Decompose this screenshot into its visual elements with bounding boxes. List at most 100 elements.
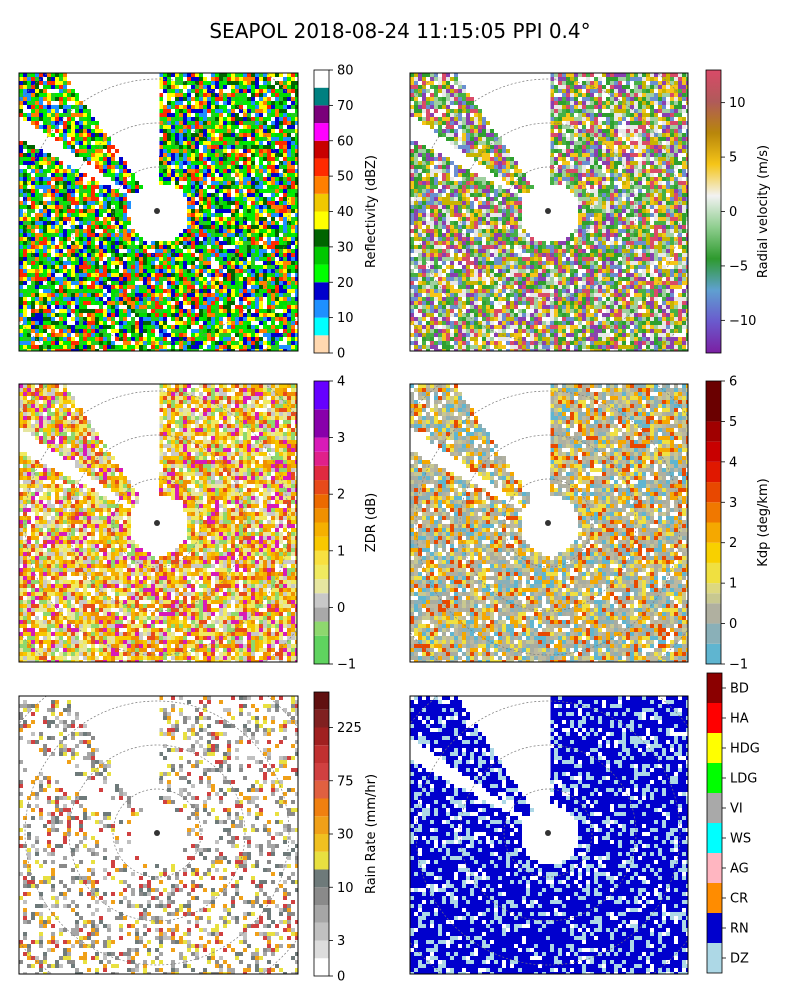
echo-cell <box>187 73 191 77</box>
echo-cell <box>179 309 183 313</box>
echo-cell <box>207 85 211 89</box>
echo-cell <box>183 169 187 173</box>
echo-cell <box>594 161 598 165</box>
echo-cell <box>71 145 75 149</box>
echo-cell <box>566 105 570 109</box>
echo-cell <box>279 249 283 253</box>
echo-cell <box>127 325 131 329</box>
echo-cell <box>283 93 287 97</box>
echo-cell <box>227 81 231 85</box>
echo-cell <box>271 257 275 261</box>
echo-cell <box>239 329 243 333</box>
echo-cell <box>422 117 426 121</box>
echo-cell <box>235 189 239 193</box>
echo-cell <box>143 305 147 309</box>
echo-cell <box>59 277 63 281</box>
echo-cell <box>31 117 35 121</box>
echo-cell <box>191 281 195 285</box>
echo-cell <box>67 329 71 333</box>
echo-cell <box>558 153 562 157</box>
echo-cell <box>219 165 223 169</box>
echo-cell <box>219 153 223 157</box>
echo-cell <box>211 297 215 301</box>
echo-cell <box>442 105 446 109</box>
echo-cell <box>95 249 99 253</box>
echo-cell <box>215 333 219 337</box>
echo-cell <box>195 125 199 129</box>
echo-cell <box>39 173 43 177</box>
echo-cell <box>614 129 618 133</box>
echo-cell <box>267 157 271 161</box>
echo-cell <box>259 317 263 321</box>
echo-cell <box>231 117 235 121</box>
echo-cell <box>99 253 103 257</box>
echo-cell <box>498 165 502 169</box>
echo-cell <box>418 117 422 121</box>
echo-cell <box>251 145 255 149</box>
echo-cell <box>674 113 678 117</box>
echo-cell <box>35 281 39 285</box>
echo-cell <box>215 197 219 201</box>
echo-cell <box>71 121 75 125</box>
echo-cell <box>71 269 75 273</box>
echo-cell <box>31 101 35 105</box>
echo-cell <box>63 349 67 351</box>
echo-cell <box>115 161 119 165</box>
echo-cell <box>127 189 131 193</box>
echo-cell <box>275 325 279 329</box>
echo-cell <box>426 109 430 113</box>
echo-cell <box>414 85 418 89</box>
echo-cell <box>167 109 171 113</box>
echo-cell <box>79 177 83 181</box>
echo-cell <box>219 317 223 321</box>
echo-cell <box>99 133 103 137</box>
echo-cell <box>223 205 227 209</box>
echo-cell <box>622 89 626 93</box>
echo-cell <box>207 173 211 177</box>
echo-cell <box>63 265 67 269</box>
echo-cell <box>123 301 127 305</box>
echo-cell <box>199 261 203 265</box>
echo-cell <box>163 109 167 113</box>
echo-cell <box>219 77 223 81</box>
echo-cell <box>79 301 83 305</box>
echo-cell <box>247 197 251 201</box>
echo-cell <box>107 245 111 249</box>
echo-cell <box>259 273 263 277</box>
echo-cell <box>255 169 259 173</box>
echo-cell <box>187 133 191 137</box>
echo-cell <box>187 81 191 85</box>
echo-cell <box>99 201 103 205</box>
echo-cell <box>115 329 119 333</box>
echo-cell <box>79 185 83 189</box>
echo-cell <box>291 329 295 333</box>
echo-cell <box>219 229 223 233</box>
echo-cell <box>271 261 275 265</box>
echo-cell <box>31 277 35 281</box>
echo-cell <box>83 277 87 281</box>
echo-cell <box>239 93 243 97</box>
echo-cell <box>626 113 630 117</box>
echo-cell <box>59 197 63 201</box>
echo-cell <box>195 73 199 77</box>
echo-cell <box>251 293 255 297</box>
echo-cell <box>275 273 279 277</box>
echo-cell <box>31 301 35 305</box>
echo-cell <box>179 149 183 153</box>
echo-cell <box>550 133 554 137</box>
echo-cell <box>27 73 31 77</box>
echo-cell <box>63 125 67 129</box>
echo-cell <box>203 169 207 173</box>
echo-cell <box>434 89 438 93</box>
echo-cell <box>63 201 67 205</box>
echo-cell <box>271 309 275 313</box>
echo-cell <box>55 121 59 125</box>
echo-cell <box>27 189 31 193</box>
echo-cell <box>187 145 191 149</box>
echo-cell <box>223 249 227 253</box>
echo-cell <box>119 205 123 209</box>
echo-cell <box>247 169 251 173</box>
echo-cell <box>295 173 298 177</box>
echo-cell <box>458 125 462 129</box>
echo-cell <box>570 165 574 169</box>
